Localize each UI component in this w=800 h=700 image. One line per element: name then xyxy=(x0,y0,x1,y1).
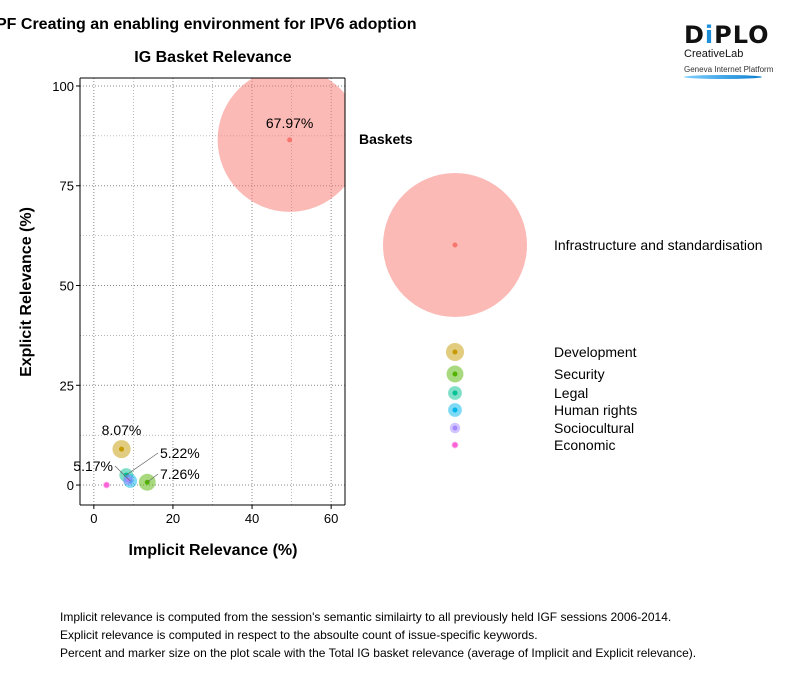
legend-key-center xyxy=(452,390,458,396)
footnotes: Implicit relevance is computed from the … xyxy=(60,608,696,662)
legend-label: Development xyxy=(554,344,637,360)
legend-key-center xyxy=(452,242,458,248)
legend-label: Human rights xyxy=(554,402,637,418)
chart-title: IG Basket Relevance xyxy=(134,49,292,66)
x-tick-label: 20 xyxy=(166,511,180,526)
bubble-infrastructure-and-standardisation xyxy=(217,78,345,212)
y-tick-label: 75 xyxy=(60,179,74,194)
grid xyxy=(80,78,345,505)
legend-item: Sociocultural xyxy=(449,420,634,436)
legend-key-center xyxy=(452,442,458,448)
label-leader-line xyxy=(126,452,159,476)
legend-key-center xyxy=(452,407,458,413)
legend-item: Security xyxy=(446,365,605,383)
y-tick-label: 100 xyxy=(52,79,74,94)
legend-item: Legal xyxy=(448,385,588,401)
point-center xyxy=(125,477,131,483)
diplo-logo: DiPLO CreativeLab Geneva Internet Platfo… xyxy=(684,22,774,79)
point-center xyxy=(104,482,109,488)
legend-label: Security xyxy=(554,366,605,382)
legend-title: Baskets xyxy=(359,131,413,147)
y-axis-label: Explicit Relevance (%) xyxy=(18,207,35,377)
points xyxy=(103,78,345,491)
y-tick-label: 25 xyxy=(60,378,74,393)
legend-label: Economic xyxy=(554,437,615,453)
legend-item: Human rights xyxy=(448,402,637,418)
legend-key-center xyxy=(452,349,458,355)
x-tick-label: 0 xyxy=(90,511,97,526)
page-title: PF Creating an enabling environment for … xyxy=(0,16,416,33)
x-tick-label: 60 xyxy=(324,511,338,526)
legend-label: Sociocultural xyxy=(554,420,634,436)
data-label: 5.17% xyxy=(73,458,113,474)
legend-key-center xyxy=(452,371,458,377)
legend-key-center xyxy=(452,425,458,431)
footnote: Percent and marker size on the plot scal… xyxy=(60,646,697,660)
label-leader-line xyxy=(147,473,159,483)
y-tick-label: 0 xyxy=(67,478,74,493)
x-axis-label: Implicit Relevance (%) xyxy=(129,542,298,559)
x-tick-label: 40 xyxy=(245,511,259,526)
data-label: 5.22% xyxy=(160,445,200,461)
data-label: 67.97% xyxy=(266,115,313,131)
y-tick-label: 50 xyxy=(60,279,74,294)
point-center xyxy=(119,446,125,452)
legend-label: Legal xyxy=(554,385,588,401)
point-center xyxy=(287,137,293,143)
footnote: Explicit relevance is computed in respec… xyxy=(60,628,538,642)
footnote: Implicit relevance is computed from the … xyxy=(60,610,672,624)
legend-item: Infrastructure and standardisation xyxy=(383,173,763,317)
legend-item: Development xyxy=(445,342,637,362)
legend-item: Economic xyxy=(451,437,615,453)
legend-label: Infrastructure and standardisation xyxy=(554,237,763,253)
data-label: 8.07% xyxy=(102,422,142,438)
data-label: 7.26% xyxy=(160,466,200,482)
label-leader-line xyxy=(114,465,131,482)
